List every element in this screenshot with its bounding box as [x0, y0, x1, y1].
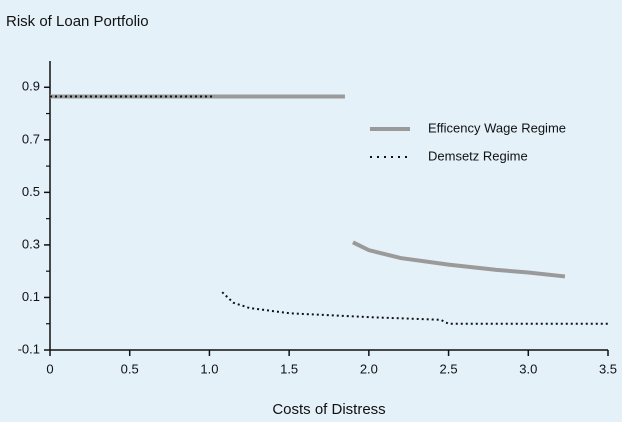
x-tick-label: 1.5 [280, 361, 298, 376]
y-tick-label: 0.9 [22, 79, 40, 94]
y-tick-label: 0.3 [22, 236, 40, 251]
legend-label: Demsetz Regime [428, 148, 528, 163]
x-tick-label: 1.0 [200, 361, 218, 376]
y-tick-label: 0.7 [22, 131, 40, 146]
x-tick-label: 2.0 [360, 361, 378, 376]
x-tick-label: 3.5 [599, 361, 617, 376]
y-tick-label: 0.5 [22, 184, 40, 199]
y-tick-label: -0.1 [18, 341, 40, 356]
series-line [50, 95, 608, 325]
y-tick-label: 0.1 [22, 289, 40, 304]
series-line [50, 94, 566, 279]
x-tick-label: 2.5 [440, 361, 458, 376]
chart-title: Risk of Loan Portfolio [6, 13, 149, 30]
x-tick-label: 3.0 [519, 361, 537, 376]
legend-label: Efficency Wage Regime [428, 120, 566, 135]
x-tick-label: 0.5 [121, 361, 139, 376]
x-tick-label: 0 [46, 361, 53, 376]
x-axis-title: Costs of Distress [272, 401, 385, 418]
